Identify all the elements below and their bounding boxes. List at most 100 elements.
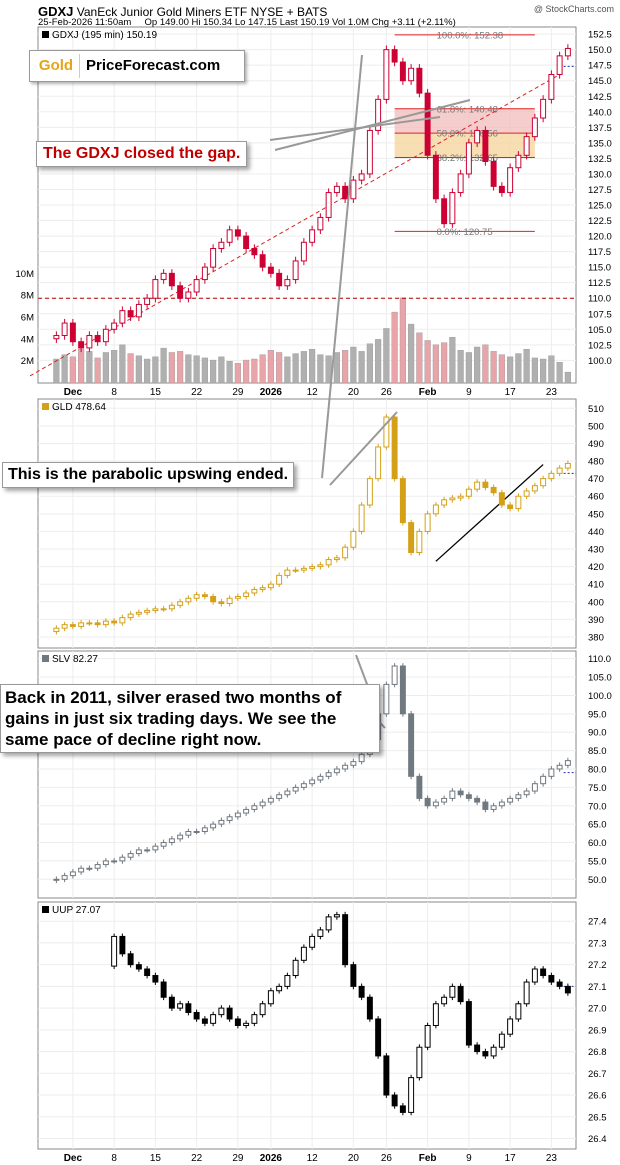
candle-body	[94, 335, 101, 343]
y-tick-label: 510	[588, 404, 604, 415]
candle-body	[498, 492, 505, 506]
logo-gold-word: Gold	[33, 54, 80, 78]
candle-body	[366, 478, 373, 506]
panel-frame	[37, 901, 577, 1150]
candle-body	[78, 867, 85, 873]
x-tick-label: 8	[111, 387, 117, 398]
candle-body	[408, 713, 415, 777]
candle-body	[234, 1018, 241, 1026]
candle-body	[507, 504, 514, 510]
volume-bar	[210, 359, 217, 384]
candle-body	[482, 801, 489, 810]
candle-body	[482, 129, 489, 163]
volume-bar	[548, 355, 555, 384]
x-tick-label: 26	[381, 1153, 393, 1164]
candle-body	[317, 564, 324, 568]
y-tick-label: 90.0	[588, 728, 607, 739]
x-tick-label: 15	[150, 387, 162, 398]
x-tick-label: 23	[546, 387, 558, 398]
y-tick-label: 27.2	[588, 960, 607, 971]
candle-body	[144, 849, 151, 852]
y-tick-label: 500	[588, 421, 604, 432]
candle-body	[325, 192, 332, 218]
y-tick-label: 137.5	[588, 123, 612, 134]
volume-bar	[69, 356, 76, 384]
volume-bar	[333, 352, 340, 384]
candle-body	[276, 794, 283, 799]
panel-legend: SLV 82.27	[52, 654, 98, 665]
volume-bar	[531, 357, 538, 384]
candle-body	[399, 665, 406, 715]
candle-body	[366, 129, 373, 175]
candle-body	[135, 964, 142, 970]
candle-body	[218, 1007, 225, 1016]
y-tick-label: 152.5	[588, 30, 612, 41]
panel-legend: GLD 478.64	[52, 402, 106, 413]
candle-body	[160, 272, 167, 281]
x-tick-label: Dec	[64, 387, 83, 398]
candle-body	[309, 779, 316, 785]
y-tick-label: 117.5	[588, 247, 611, 258]
symbol-label: GDXJ	[38, 4, 74, 19]
x-tick-label: 12	[307, 1153, 319, 1164]
candle-body	[531, 117, 538, 138]
legend-swatch	[42, 906, 49, 913]
volume-bar	[482, 344, 489, 384]
volume-bar	[300, 351, 307, 384]
candle-body	[449, 985, 456, 998]
candle-body	[325, 772, 332, 777]
candle-body	[119, 856, 126, 862]
candle-body	[111, 860, 118, 863]
candle-body	[210, 248, 217, 268]
candle-body	[292, 959, 299, 977]
candle-body	[127, 853, 134, 858]
y-tick-label: 110.0	[588, 294, 611, 305]
candle-body	[523, 981, 530, 1005]
gld-trendline	[435, 464, 544, 562]
candle-body	[284, 569, 291, 576]
volume-bar	[465, 352, 472, 384]
candle-body	[102, 620, 109, 626]
candle-body	[309, 229, 316, 243]
y-tick-label: 80.0	[588, 764, 607, 775]
volume-tick-label: 2M	[21, 356, 34, 367]
y-tick-label: 105.0	[588, 673, 612, 684]
candle-body	[185, 1003, 192, 1013]
callout-gdxj-gap: The GDXJ closed the gap.	[36, 141, 248, 167]
y-tick-label: 122.5	[588, 216, 612, 227]
candle-body	[201, 266, 208, 281]
fib-level-label: 100.0%: 152.38	[437, 30, 504, 41]
volume-tick-label: 4M	[21, 334, 34, 345]
candle-body	[449, 790, 456, 799]
y-tick-label: 26.8	[588, 1047, 607, 1058]
candle-body	[358, 985, 365, 998]
candle-body	[185, 291, 192, 299]
candle-body	[144, 610, 151, 613]
x-tick-label: 8	[111, 1153, 117, 1164]
candle-body	[243, 1022, 250, 1026]
candle-body	[300, 567, 307, 571]
candle-body	[259, 1003, 266, 1016]
candle-body	[465, 794, 472, 799]
candle-body	[193, 830, 200, 833]
volume-bar	[152, 356, 159, 384]
candle-body	[135, 849, 142, 855]
candle-body	[342, 914, 349, 966]
candle-body	[449, 497, 456, 501]
volume-bar	[61, 354, 68, 384]
volume-bar	[375, 339, 382, 384]
candle-body	[465, 488, 472, 497]
volume-bar	[474, 346, 481, 384]
candle-body	[267, 583, 274, 589]
y-tick-label: 142.5	[588, 92, 612, 103]
candle-body	[61, 322, 68, 337]
y-tick-label: 26.6	[588, 1091, 607, 1102]
candle-body	[251, 248, 258, 256]
volume-bar	[135, 355, 142, 384]
x-tick-label: 9	[466, 387, 472, 398]
candle-body	[177, 1003, 184, 1009]
candle-body	[515, 154, 522, 169]
candle-body	[234, 229, 241, 237]
candle-body	[284, 975, 291, 987]
